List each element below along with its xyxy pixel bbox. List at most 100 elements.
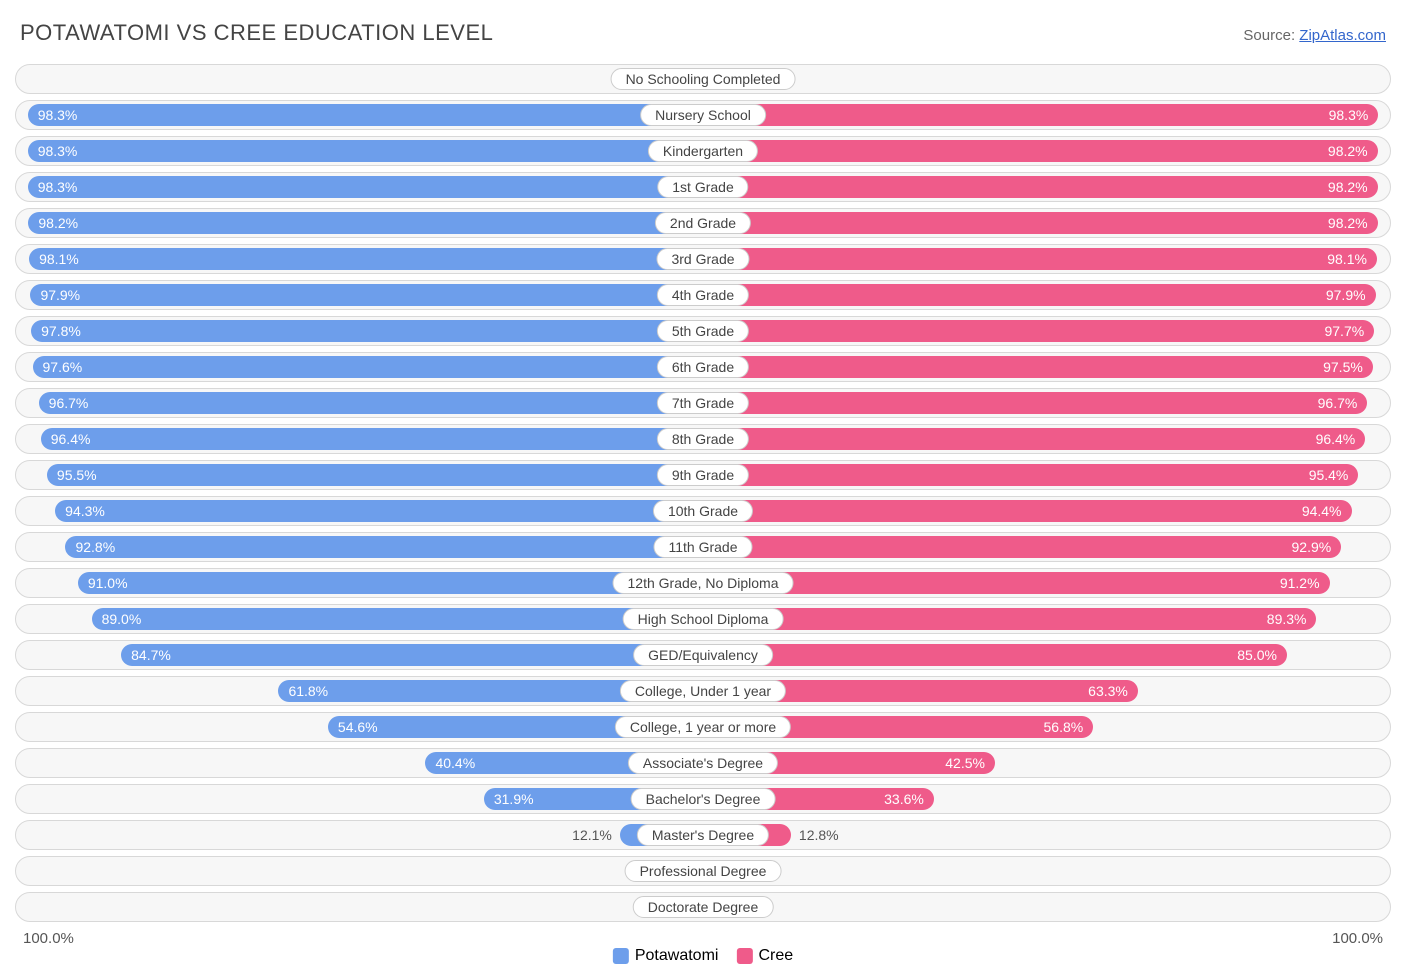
- bar-right: [703, 104, 1378, 126]
- category-label: High School Diploma: [623, 608, 784, 630]
- value-left: 92.8%: [75, 539, 115, 555]
- bar-right: [703, 428, 1365, 450]
- category-label: College, Under 1 year: [620, 680, 786, 702]
- chart-header: POTAWATOMI VS CREE EDUCATION LEVEL Sourc…: [15, 20, 1391, 46]
- bar-left: [29, 248, 703, 270]
- value-left: 95.5%: [57, 467, 97, 483]
- value-left: 98.3%: [38, 107, 78, 123]
- value-right: 85.0%: [1237, 647, 1277, 663]
- value-right: 56.8%: [1044, 719, 1084, 735]
- bar-left: [31, 320, 703, 342]
- value-left: 94.3%: [65, 503, 105, 519]
- bar-left: [30, 284, 703, 306]
- value-right: 95.4%: [1309, 467, 1349, 483]
- legend-label-left: Potawatomi: [635, 947, 719, 965]
- chart-row: 98.3%98.2%Kindergarten: [15, 136, 1391, 166]
- bar-left: [41, 428, 703, 450]
- category-label: Bachelor's Degree: [631, 788, 776, 810]
- value-left: 89.0%: [102, 611, 142, 627]
- category-label: 6th Grade: [657, 356, 749, 378]
- category-label: 12th Grade, No Diploma: [613, 572, 794, 594]
- category-label: 1st Grade: [657, 176, 748, 198]
- category-label: No Schooling Completed: [611, 68, 796, 90]
- bar-left: [39, 392, 703, 414]
- category-label: Doctorate Degree: [633, 896, 774, 918]
- chart-row: 97.6% 97.5% 6th Grade: [15, 352, 1391, 382]
- value-right: 98.2%: [1328, 215, 1368, 231]
- value-right: 97.7%: [1324, 323, 1364, 339]
- category-label: 5th Grade: [657, 320, 749, 342]
- chart-row: 97.9%97.9%4th Grade: [15, 280, 1391, 310]
- value-right: 63.3%: [1088, 683, 1128, 699]
- value-left: 97.8%: [41, 323, 81, 339]
- chart-row: 89.0%89.3%High School Diploma: [15, 604, 1391, 634]
- chart-row: 61.8%63.3%College, Under 1 year: [15, 676, 1391, 706]
- chart-row: 91.0%91.2%12th Grade, No Diploma: [15, 568, 1391, 598]
- bar-left: [55, 500, 703, 522]
- value-right: 94.4%: [1302, 503, 1342, 519]
- category-label: 10th Grade: [653, 500, 753, 522]
- category-label: Professional Degree: [625, 860, 782, 882]
- chart-row: 1.7%1.9%No Schooling Completed: [15, 64, 1391, 94]
- legend-item-left: Potawatomi: [613, 947, 719, 965]
- category-label: College, 1 year or more: [615, 716, 791, 738]
- value-left: 54.6%: [338, 719, 378, 735]
- chart-row: 98.3%98.3%Nursery School: [15, 100, 1391, 130]
- chart-row: 40.4%42.5%Associate's Degree: [15, 748, 1391, 778]
- category-label: Master's Degree: [637, 824, 769, 846]
- legend: Potawatomi Cree: [613, 947, 793, 965]
- legend-swatch-right: [736, 948, 752, 964]
- bar-right: [703, 608, 1316, 630]
- value-right: 92.9%: [1292, 539, 1332, 555]
- value-left: 96.4%: [51, 431, 91, 447]
- bar-right: [703, 500, 1352, 522]
- bar-left: [78, 572, 703, 594]
- axis-right-max: 100.0%: [703, 930, 1391, 947]
- category-label: 9th Grade: [657, 464, 749, 486]
- chart-row: 92.8% 92.9% 11th Grade: [15, 532, 1391, 562]
- bar-right: [703, 320, 1374, 342]
- bar-right: [703, 212, 1378, 234]
- value-left: 31.9%: [494, 791, 534, 807]
- bar-left: [28, 176, 703, 198]
- bar-right: [703, 140, 1378, 162]
- value-right: 98.2%: [1328, 179, 1368, 195]
- value-right: 98.1%: [1327, 251, 1367, 267]
- axis-left-max: 100.0%: [15, 930, 703, 947]
- bar-right: [703, 356, 1373, 378]
- bar-left: [28, 212, 703, 234]
- chart-row: 98.1%98.1%3rd Grade: [15, 244, 1391, 274]
- source-link[interactable]: ZipAtlas.com: [1299, 27, 1386, 44]
- category-label: Nursery School: [640, 104, 766, 126]
- bar-left: [28, 104, 703, 126]
- legend-swatch-left: [613, 948, 629, 964]
- category-label: Associate's Degree: [628, 752, 778, 774]
- category-label: 11th Grade: [653, 536, 752, 558]
- value-left: 97.6%: [43, 359, 83, 375]
- category-label: 8th Grade: [657, 428, 749, 450]
- value-right: 33.6%: [884, 791, 924, 807]
- legend-label-right: Cree: [758, 947, 793, 965]
- value-left: 84.7%: [131, 647, 171, 663]
- value-right: 96.7%: [1318, 395, 1358, 411]
- value-left: 98.3%: [38, 143, 78, 159]
- value-left: 40.4%: [435, 755, 475, 771]
- bar-left: [47, 464, 703, 486]
- value-left: 91.0%: [88, 575, 128, 591]
- category-label: 2nd Grade: [655, 212, 751, 234]
- bar-left: [65, 536, 703, 558]
- chart-source: Source: ZipAtlas.com: [1243, 27, 1386, 44]
- value-left: 98.1%: [39, 251, 79, 267]
- value-right: 96.4%: [1316, 431, 1356, 447]
- category-label: 4th Grade: [657, 284, 749, 306]
- chart-row: 94.3% 94.4% 10th Grade: [15, 496, 1391, 526]
- value-right: 98.2%: [1328, 143, 1368, 159]
- value-right: 97.9%: [1326, 287, 1366, 303]
- chart-row: 31.9% 33.6% Bachelor's Degree: [15, 784, 1391, 814]
- chart-row: 96.7%96.7%7th Grade: [15, 388, 1391, 418]
- value-right: 97.5%: [1323, 359, 1363, 375]
- bar-right: [703, 176, 1378, 198]
- chart-row: 84.7%85.0%GED/Equivalency: [15, 640, 1391, 670]
- bar-left: [121, 644, 703, 666]
- bar-right: [703, 644, 1287, 666]
